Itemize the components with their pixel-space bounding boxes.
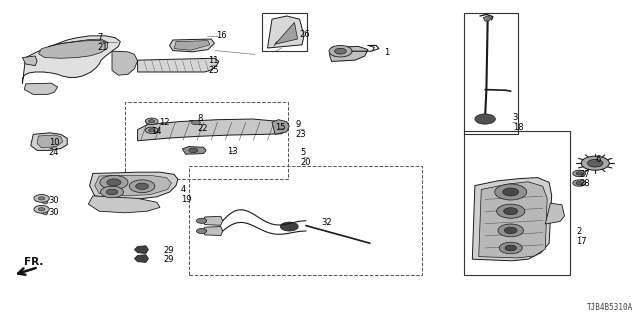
- Circle shape: [499, 242, 522, 254]
- Circle shape: [145, 127, 158, 133]
- Polygon shape: [204, 227, 223, 236]
- Polygon shape: [483, 16, 492, 21]
- Bar: [262, 13, 307, 51]
- Circle shape: [573, 170, 586, 177]
- Text: 27: 27: [579, 170, 590, 179]
- Circle shape: [505, 245, 516, 251]
- Polygon shape: [330, 46, 368, 61]
- Circle shape: [189, 148, 198, 153]
- Circle shape: [38, 197, 45, 200]
- Circle shape: [148, 129, 155, 132]
- Text: 30: 30: [49, 208, 60, 217]
- Circle shape: [576, 181, 582, 185]
- Text: TJB4B5310A: TJB4B5310A: [588, 303, 634, 312]
- Circle shape: [280, 222, 298, 231]
- Circle shape: [136, 183, 148, 189]
- Circle shape: [573, 180, 586, 186]
- Polygon shape: [275, 22, 298, 44]
- Polygon shape: [22, 36, 120, 84]
- Circle shape: [100, 175, 128, 189]
- Polygon shape: [134, 246, 148, 253]
- Polygon shape: [272, 120, 289, 134]
- Polygon shape: [24, 83, 58, 94]
- Polygon shape: [90, 172, 178, 199]
- Circle shape: [588, 159, 603, 167]
- Circle shape: [498, 224, 524, 237]
- Text: 30: 30: [49, 196, 60, 205]
- Circle shape: [329, 45, 352, 57]
- Text: 12: 12: [159, 118, 169, 127]
- Text: 1: 1: [384, 48, 389, 57]
- Circle shape: [475, 114, 495, 124]
- Text: 3
18: 3 18: [513, 113, 524, 132]
- Text: 5
20: 5 20: [301, 148, 311, 167]
- Polygon shape: [268, 16, 304, 48]
- Circle shape: [34, 205, 49, 213]
- Text: 29: 29: [164, 246, 174, 255]
- Bar: [189, 166, 422, 275]
- Text: FR.: FR.: [24, 257, 44, 267]
- Polygon shape: [42, 198, 48, 204]
- Circle shape: [504, 227, 517, 234]
- Polygon shape: [355, 50, 366, 57]
- Text: 28: 28: [579, 180, 590, 188]
- Polygon shape: [138, 119, 285, 141]
- Polygon shape: [479, 182, 547, 258]
- Circle shape: [504, 208, 518, 215]
- Polygon shape: [37, 135, 63, 148]
- Polygon shape: [182, 147, 206, 154]
- Circle shape: [107, 179, 121, 186]
- Polygon shape: [134, 255, 148, 262]
- Text: 16: 16: [216, 31, 227, 40]
- Text: 13: 13: [227, 147, 238, 156]
- Polygon shape: [170, 39, 214, 52]
- Polygon shape: [472, 178, 552, 261]
- Polygon shape: [22, 56, 37, 66]
- Circle shape: [34, 195, 49, 202]
- Bar: [464, 131, 570, 275]
- Text: 9
23: 9 23: [296, 120, 307, 139]
- Text: 14: 14: [151, 127, 161, 136]
- Text: 29: 29: [164, 255, 174, 264]
- Text: 4
19: 4 19: [181, 185, 191, 204]
- Circle shape: [196, 228, 207, 234]
- Text: 8
22: 8 22: [197, 114, 207, 133]
- Polygon shape: [31, 133, 67, 150]
- Circle shape: [196, 218, 207, 223]
- Circle shape: [145, 118, 158, 124]
- Text: 6: 6: [595, 155, 600, 164]
- Polygon shape: [38, 39, 108, 58]
- Polygon shape: [42, 209, 48, 215]
- Circle shape: [129, 180, 155, 193]
- Text: 7
21: 7 21: [97, 33, 108, 52]
- Circle shape: [335, 48, 346, 54]
- Circle shape: [100, 186, 124, 198]
- Bar: [464, 13, 518, 134]
- Polygon shape: [189, 120, 202, 125]
- Circle shape: [191, 120, 200, 125]
- Polygon shape: [545, 203, 564, 224]
- Circle shape: [503, 188, 519, 196]
- Circle shape: [148, 120, 155, 123]
- Polygon shape: [112, 51, 138, 75]
- Polygon shape: [95, 175, 172, 196]
- Polygon shape: [138, 58, 219, 72]
- Text: 26: 26: [300, 30, 310, 39]
- Circle shape: [581, 156, 609, 170]
- Circle shape: [106, 189, 118, 195]
- Text: 11
25: 11 25: [208, 56, 218, 75]
- Text: 10
24: 10 24: [49, 138, 59, 157]
- Circle shape: [497, 204, 525, 218]
- Polygon shape: [204, 216, 223, 225]
- Polygon shape: [333, 51, 349, 61]
- Circle shape: [576, 172, 582, 175]
- Polygon shape: [88, 196, 160, 213]
- Text: 2
17: 2 17: [576, 227, 587, 246]
- Circle shape: [495, 184, 527, 200]
- Text: 15: 15: [275, 123, 285, 132]
- Polygon shape: [174, 41, 210, 50]
- Circle shape: [38, 208, 45, 211]
- Bar: [125, 102, 288, 179]
- Text: 32: 32: [321, 218, 332, 227]
